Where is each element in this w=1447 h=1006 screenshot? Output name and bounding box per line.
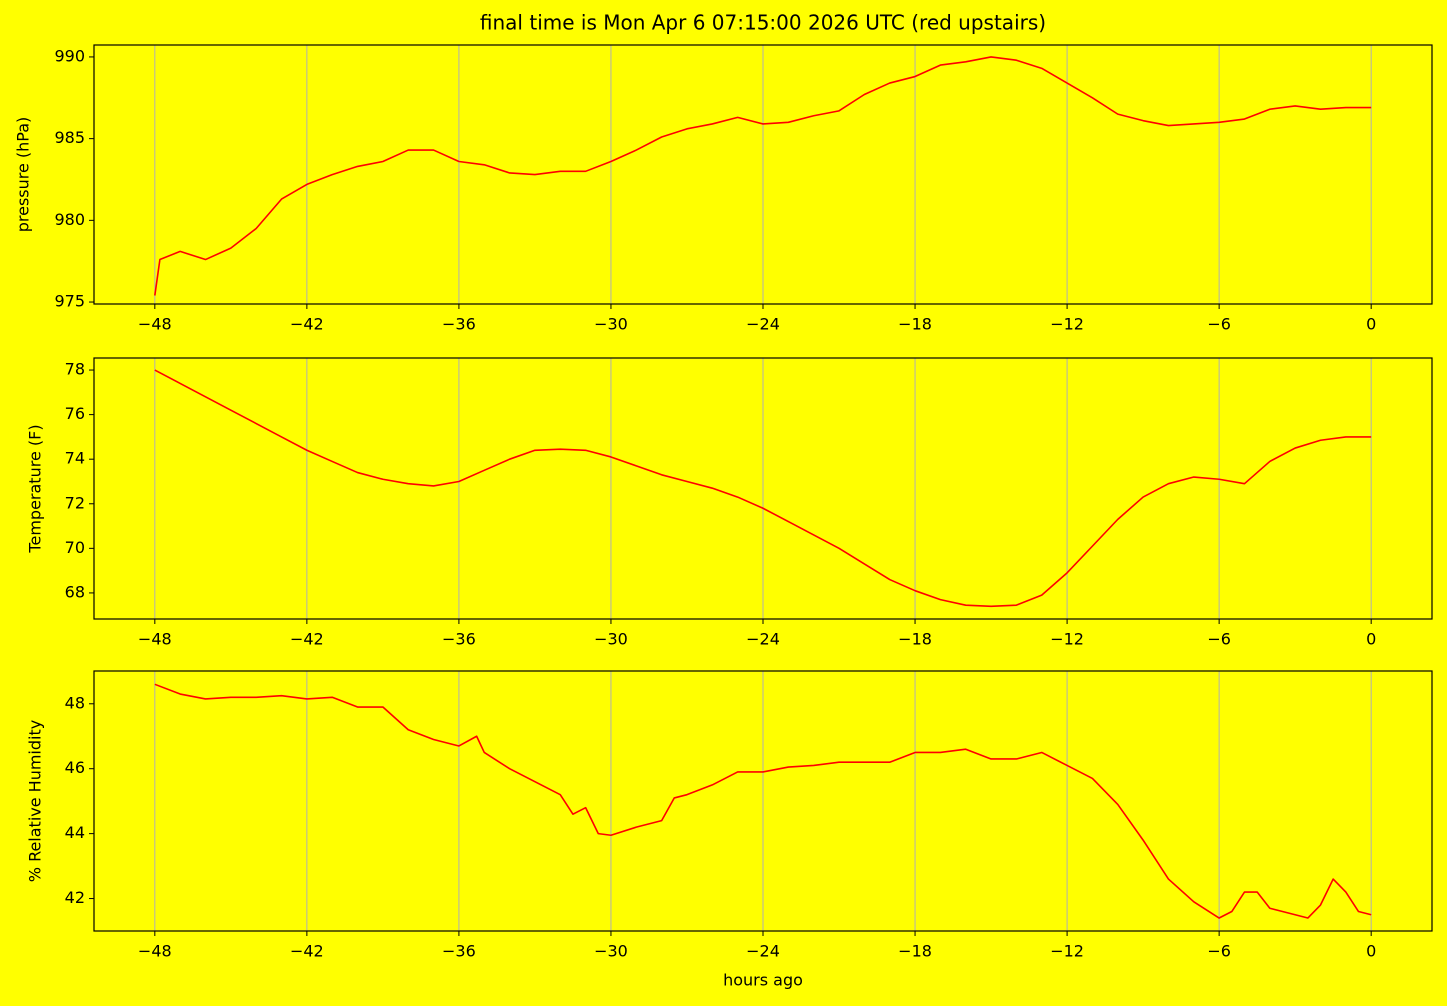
x-tick-label: −42 — [290, 942, 324, 961]
x-tick-label: −42 — [290, 315, 324, 334]
x-tick-label: −18 — [898, 942, 932, 961]
y-tick-label: 990 — [54, 46, 85, 65]
x-tick-label: −24 — [746, 315, 780, 334]
x-tick-label: 0 — [1366, 942, 1376, 961]
y-axis-label: % Relative Humidity — [26, 720, 45, 882]
x-tick-label: −48 — [138, 630, 172, 649]
y-axis-label: pressure (hPa) — [14, 117, 33, 233]
y-tick-label: 70 — [65, 538, 85, 557]
x-tick-label: −12 — [1050, 630, 1084, 649]
x-tick-label: −24 — [746, 942, 780, 961]
x-tick-label: −24 — [746, 630, 780, 649]
x-tick-label: −48 — [138, 942, 172, 961]
y-tick-label: 44 — [65, 823, 85, 842]
y-tick-label: 68 — [65, 582, 85, 601]
y-tick-label: 42 — [65, 888, 85, 907]
y-tick-label: 48 — [65, 693, 85, 712]
x-tick-label: −36 — [442, 942, 476, 961]
x-tick-label: 0 — [1366, 630, 1376, 649]
y-tick-label: 980 — [54, 210, 85, 229]
x-tick-label: −36 — [442, 315, 476, 334]
y-tick-label: 76 — [65, 404, 85, 423]
chart-title: final time is Mon Apr 6 07:15:00 2026 UT… — [480, 11, 1046, 35]
y-tick-label: 975 — [54, 292, 85, 311]
y-tick-label: 74 — [65, 449, 85, 468]
data-line — [154, 369, 1372, 608]
data-line — [154, 683, 1372, 919]
x-axis-label: hours ago — [723, 971, 803, 990]
plot-frame — [93, 44, 1433, 305]
y-tick-label: 46 — [65, 758, 85, 777]
plot-frame — [93, 357, 1433, 620]
x-tick-label: −18 — [898, 315, 932, 334]
y-tick-label: 985 — [54, 128, 85, 147]
x-tick-label: −30 — [594, 942, 628, 961]
y-axis-label: Temperature (F) — [26, 424, 45, 553]
x-tick-label: −42 — [290, 630, 324, 649]
x-tick-label: −12 — [1050, 942, 1084, 961]
x-tick-label: −12 — [1050, 315, 1084, 334]
x-tick-label: −48 — [138, 315, 172, 334]
y-tick-label: 72 — [65, 493, 85, 512]
x-tick-label: −30 — [594, 630, 628, 649]
plot-frame — [93, 670, 1433, 932]
x-tick-label: −6 — [1207, 630, 1231, 649]
x-tick-label: 0 — [1366, 315, 1376, 334]
x-tick-label: −6 — [1207, 942, 1231, 961]
x-tick-label: −6 — [1207, 315, 1231, 334]
y-tick-label: 78 — [65, 360, 85, 379]
x-tick-label: −36 — [442, 630, 476, 649]
data-line — [154, 56, 1372, 296]
x-tick-label: −30 — [594, 315, 628, 334]
x-tick-label: −18 — [898, 630, 932, 649]
